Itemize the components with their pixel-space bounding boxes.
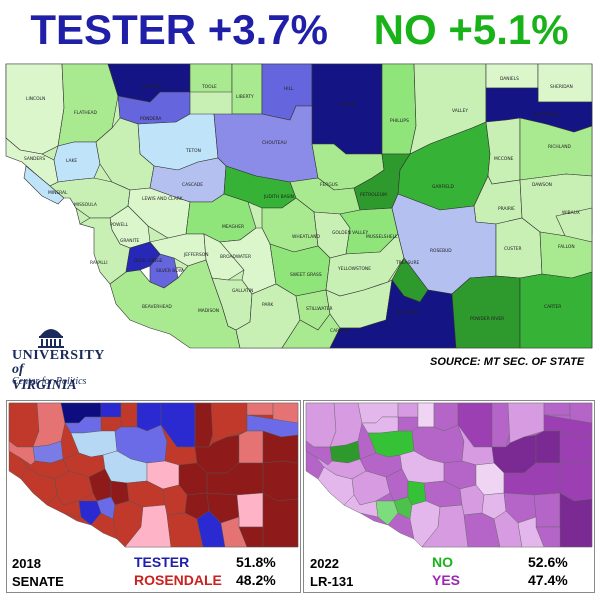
county-label: FERGUS	[320, 182, 338, 188]
no-pct: 52.6%	[528, 554, 568, 570]
county-label: MADISON	[198, 308, 219, 314]
county-label: MCCONE	[494, 156, 514, 162]
county-label: TETON	[185, 148, 201, 154]
county-label: POWELL	[110, 222, 129, 228]
logo-line-1: UNIVERSITY	[12, 348, 105, 363]
county-label: MINERAL	[48, 190, 68, 196]
tester-margin-label: TESTER +3.7%	[30, 6, 328, 53]
county-label: CASCADE	[182, 182, 203, 188]
county-label: DEER LODGE	[134, 258, 163, 264]
county-label: ROSEBUD	[430, 248, 452, 254]
county-label: DAWSON	[532, 182, 552, 188]
county-label: TOOLE	[201, 84, 217, 90]
county-label: GLACIER	[142, 84, 161, 90]
source-caption: SOURCE: MT SEC. OF STATE	[430, 356, 585, 368]
county-label: BIG HORN	[396, 310, 418, 316]
senate-year: 2018	[12, 556, 41, 571]
no-name: NO	[432, 554, 453, 570]
tester-pct: 51.8%	[236, 554, 276, 570]
county-label: MUSSELSHELL	[366, 234, 398, 240]
county-label: PONDERA	[140, 116, 161, 122]
yes-pct: 47.4%	[528, 572, 568, 588]
logo-line-3: Center for Politics	[12, 376, 87, 387]
no-margin-label: NO +5.1%	[373, 6, 569, 53]
county-label: WIBAUX	[562, 210, 580, 216]
rosendale-pct: 48.2%	[236, 572, 276, 588]
county-label: VALLEY	[452, 108, 468, 114]
county-label: YELLOWSTONE	[337, 266, 371, 272]
county-label: PRAIRIE	[498, 206, 515, 212]
county-label: ROOSEVELT	[534, 112, 560, 118]
county-label: LEWIS AND CLARK	[142, 196, 183, 202]
county-label: CARBON	[330, 328, 349, 334]
county-label: MISSOULA	[74, 202, 97, 208]
rotunda-icon	[38, 329, 64, 348]
county-label: HILL	[284, 86, 294, 92]
lr131-2022-map	[303, 400, 595, 593]
rosendale-name: ROSENDALE	[134, 572, 222, 588]
senate-2018-map	[6, 400, 301, 593]
county-label: WHEATLAND	[292, 234, 321, 240]
county-label: CUSTER	[504, 246, 522, 252]
county-label: SANDERS	[24, 156, 45, 162]
county-label: GOLDEN VALLEY	[332, 230, 369, 236]
county-label: FALLON	[558, 244, 575, 250]
county-label: FLATHEAD	[74, 110, 97, 116]
county-label: GARFIELD	[432, 184, 454, 190]
county-label: SWEET GRASS	[290, 272, 322, 278]
county-label: GALLATIN	[232, 288, 253, 294]
county-label: JEFFERSON	[183, 252, 208, 258]
county-label: PHILLIPS	[390, 118, 409, 124]
county-label: MEAGHER	[222, 224, 244, 230]
senate-race: SENATE	[12, 574, 64, 589]
county-label: BLAINE	[340, 102, 356, 108]
main-county-map: LINCOLN FLATHEAD GLACIER TOOLE LIBERTY H…	[5, 63, 593, 349]
headline: TESTER +3.7% NO +5.1%	[0, 4, 599, 56]
county-label: JUDITH BASIN	[263, 194, 294, 200]
county-label: LIBERTY	[236, 94, 254, 100]
county-label: POWDER RIVER	[470, 316, 504, 322]
county-label: SILVER BOW	[156, 268, 184, 274]
county-label: DANIELS	[500, 76, 519, 82]
county-label: SHERIDAN	[550, 84, 573, 90]
county-label: LINCOLN	[26, 96, 45, 102]
county-label: STILLWATER	[306, 306, 333, 312]
logo-line-2: of VIRGINIA	[12, 362, 77, 393]
county-label: CARTER	[544, 304, 561, 310]
county-label: RAVALLI	[90, 260, 108, 266]
county-label: PARK	[262, 302, 273, 308]
yes-name: YES	[432, 572, 461, 588]
county-label: PETROLEUM	[360, 192, 387, 198]
county-label: BEAVERHEAD	[142, 304, 172, 310]
lr131-race: LR-131	[310, 574, 354, 589]
uva-logo: UNIVERSITY of VIRGINIA Center for Politi…	[12, 322, 104, 393]
county-label: BROADWATER	[220, 254, 251, 260]
county-label: LAKE	[66, 158, 77, 164]
county-label: GRANITE	[120, 238, 140, 244]
tester-name: TESTER	[134, 554, 190, 570]
county-label: CHOUTEAU	[262, 140, 287, 146]
lr131-year: 2022	[310, 556, 339, 571]
county-label: RICHLAND	[548, 144, 572, 150]
county-label: TREASURE	[395, 260, 420, 266]
